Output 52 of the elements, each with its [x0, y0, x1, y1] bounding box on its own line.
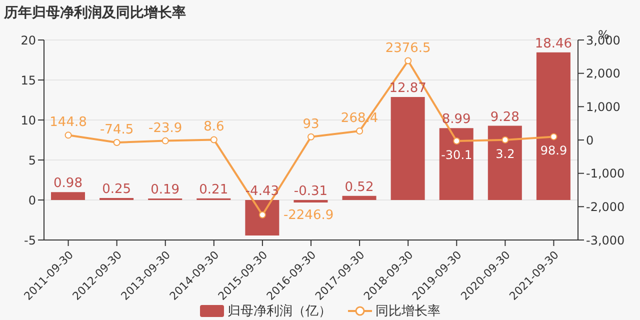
bar [390, 97, 425, 200]
y2-tick-label: 1,000 [586, 100, 620, 114]
bar [439, 128, 474, 200]
data-label: -23.9 [148, 120, 182, 136]
data-label: 0.98 [54, 176, 82, 192]
data-label: -74.5 [100, 122, 134, 138]
data-label: -2246.9 [283, 208, 334, 223]
data-label: 144.8 [50, 115, 87, 130]
y-tick-label: -5 [24, 233, 36, 248]
data-label: 0.25 [102, 182, 132, 197]
data-label: 0.52 [344, 180, 374, 195]
point [356, 128, 364, 135]
legend-label: 归母净利润（亿） [228, 303, 332, 320]
data-label: 93 [302, 116, 320, 132]
point [453, 138, 460, 145]
y-tick-label: 10 [20, 113, 36, 128]
y-tick-label: 20 [20, 33, 36, 48]
data-label: 0.21 [199, 182, 228, 198]
data-label: -0.31 [294, 184, 328, 199]
y2-tick-label: 2,000 [586, 66, 620, 81]
bar [536, 52, 570, 200]
y2-tick-label: -3,000 [586, 233, 625, 248]
point [308, 133, 314, 140]
bar [245, 200, 280, 236]
data-label: 98.9 [540, 144, 568, 158]
data-label: 0.19 [150, 182, 180, 198]
point [64, 132, 72, 139]
y-tick-label: 0 [28, 193, 36, 208]
legend-label: 同比增长率 [376, 303, 440, 320]
chart-title: 历年归母净利润及同比增长率 [4, 4, 186, 22]
y-tick-label: 5 [28, 153, 36, 168]
data-label: 8.6 [204, 120, 224, 135]
point [502, 136, 509, 144]
point [162, 137, 169, 144]
data-label: 18.46 [534, 36, 572, 52]
y-tick-label: 15 [20, 73, 36, 88]
y2-tick-label: 0 [586, 133, 594, 148]
point [258, 211, 266, 218]
data-label: 12.87 [389, 81, 426, 96]
point [404, 57, 412, 64]
bar [51, 192, 85, 200]
point [210, 136, 218, 144]
bar [488, 126, 522, 200]
point [550, 133, 558, 140]
bar [342, 196, 376, 200]
data-label: 2376.5 [385, 40, 431, 56]
data-label: 9.28 [490, 110, 520, 125]
y2-tick-label: -1,000 [586, 166, 625, 181]
point [113, 138, 120, 146]
y2-tick-label: -2,000 [586, 200, 625, 214]
data-label: 3.2 [496, 146, 515, 161]
data-label: -30.1 [441, 148, 472, 162]
